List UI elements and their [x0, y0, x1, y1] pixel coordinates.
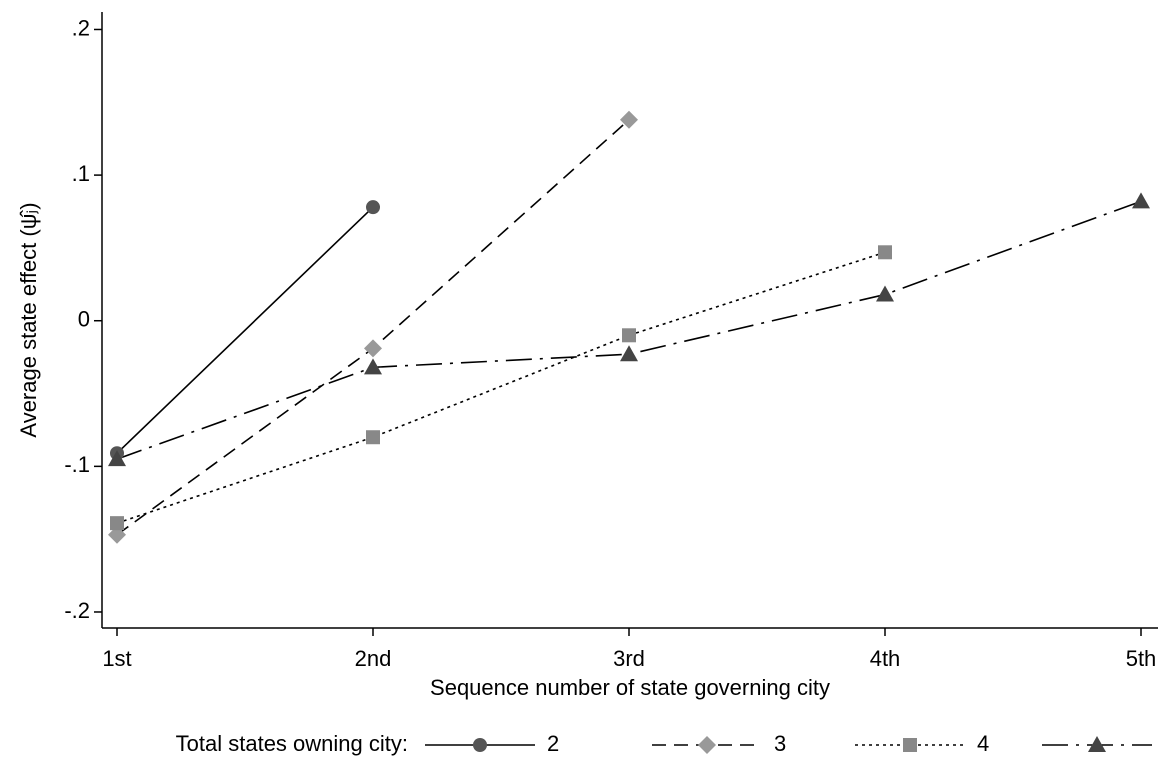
series-line	[116, 251, 886, 524]
marker	[622, 328, 636, 343]
marker	[698, 736, 716, 754]
marker	[108, 450, 126, 467]
y-tick-label: .2	[72, 15, 90, 40]
x-axis-label: Sequence number of state governing city	[430, 675, 830, 700]
series-line	[116, 206, 374, 454]
x-tick-label: 1st	[102, 646, 131, 671]
marker	[1088, 736, 1106, 752]
marker	[364, 358, 382, 375]
x-tick-label: 5th	[1126, 646, 1157, 671]
x-tick-label: 4th	[870, 646, 901, 671]
y-tick-label: .1	[72, 161, 90, 186]
marker	[366, 200, 380, 215]
x-tick-label: 2nd	[355, 646, 392, 671]
marker	[110, 516, 124, 531]
marker	[108, 525, 126, 544]
series-line	[116, 200, 1142, 460]
marker	[366, 430, 380, 445]
y-axis-label: Average state effect (ψ̂ⱼ)	[16, 202, 41, 437]
legend-title: Total states owning city:	[176, 731, 408, 756]
marker	[1132, 192, 1150, 209]
series-line	[116, 119, 630, 536]
marker	[903, 738, 917, 752]
marker	[620, 110, 638, 129]
legend-label: 2	[547, 731, 559, 756]
x-tick-label: 3rd	[613, 646, 645, 671]
y-tick-label: -.2	[64, 598, 90, 623]
marker	[878, 245, 892, 260]
marker	[620, 345, 638, 362]
marker	[364, 339, 382, 358]
y-tick-label: 0	[78, 307, 90, 332]
legend-label: 3	[774, 731, 786, 756]
marker	[876, 285, 894, 302]
legend-label: 4	[977, 731, 989, 756]
y-tick-label: -.1	[64, 452, 90, 477]
marker	[473, 738, 487, 752]
